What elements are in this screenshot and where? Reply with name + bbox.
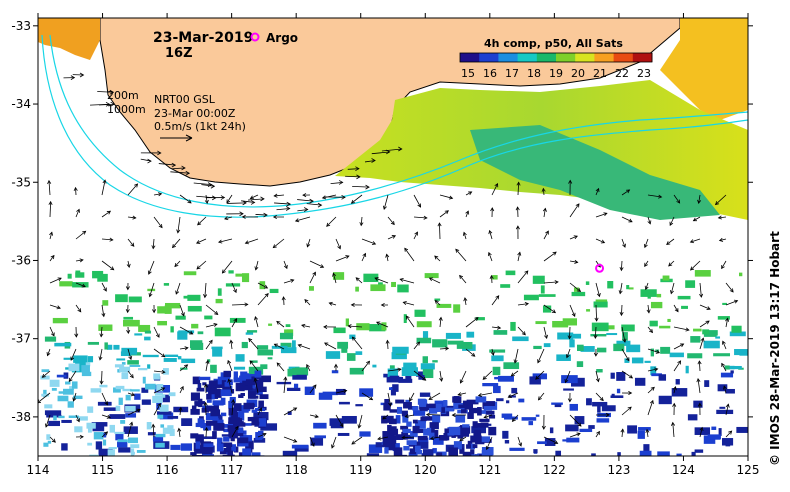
colorbar-swatch: [613, 53, 634, 62]
product-label: NRT00 GSL: [154, 93, 216, 106]
product-date-label: 23-Mar 00:00Z: [154, 107, 236, 120]
credit-text: © IMOS 28-Mar-2019 13:17 Hobart: [768, 231, 782, 466]
colorbar-tick-label: 22: [615, 67, 629, 80]
isobath-1000m-label: 1000m: [107, 103, 146, 116]
colorbar-swatch: [632, 53, 653, 62]
sst-leeuwin-west: [38, 18, 100, 60]
argo-float-marker: [595, 263, 605, 273]
isobath-200m-label: 200m: [107, 89, 139, 102]
colorbar-tick-label: 20: [571, 67, 585, 80]
time-label: 16Z: [165, 46, 193, 61]
scale-arrow: [160, 134, 193, 142]
y-tick-label: -36: [11, 253, 31, 267]
x-tick-label: 119: [349, 463, 372, 477]
x-tick-label: 121: [478, 463, 501, 477]
argo-legend-label: Argo: [266, 31, 298, 45]
colorbar-tick-label: 15: [461, 67, 475, 80]
x-tick-label: 114: [27, 463, 50, 477]
colorbar-title: 4h comp, p50, All Sats: [484, 37, 623, 50]
sst-east-warm: [660, 18, 748, 120]
y-axis: -33 -34 -35 -36 -37 -38: [11, 19, 753, 424]
x-tick-label: 120: [414, 463, 437, 477]
colorbar-tick-label: 19: [549, 67, 563, 80]
argo-legend-icon: [250, 32, 260, 42]
x-tick-label: 122: [543, 463, 566, 477]
y-tick-label: -38: [11, 410, 31, 424]
colorbar-tick-label: 18: [527, 67, 541, 80]
colorbar-tick-label: 21: [593, 67, 607, 80]
colorbar-swatch: [575, 53, 595, 62]
colorbar-tick-label: 23: [637, 67, 651, 80]
date-label: 23-Mar-2019: [153, 30, 253, 46]
x-tick-label: 118: [285, 463, 308, 477]
scale-label: 0.5m/s (1kt 24h): [154, 120, 246, 133]
colorbar: 15 16 17 18 19 20 21 22 23: [459, 52, 653, 80]
y-tick-label: -33: [11, 19, 31, 33]
sst-patches: [40, 270, 748, 456]
x-tick-label: 125: [737, 463, 760, 477]
x-tick-label: 117: [220, 463, 243, 477]
colorbar-swatch: [556, 53, 576, 62]
x-tick-label: 115: [91, 463, 114, 477]
y-tick-label: -35: [11, 175, 31, 189]
colorbar-swatch: [460, 53, 480, 62]
colorbar-swatch: [536, 53, 557, 62]
y-tick-label: -37: [11, 332, 31, 346]
colorbar-swatch: [594, 53, 615, 62]
plot-frame: [37, 17, 749, 457]
x-tick-label: 116: [156, 463, 179, 477]
x-tick-label: 123: [607, 463, 630, 477]
colorbar-tick-label: 16: [483, 67, 497, 80]
current-vectors: [38, 72, 739, 451]
x-tick-label: 124: [672, 463, 695, 477]
colorbar-swatch: [517, 53, 538, 62]
isobath-200m-line: [49, 34, 748, 208]
colorbar-swatch: [479, 53, 499, 62]
colorbar-tick-label: 17: [505, 67, 519, 80]
y-tick-label: -34: [11, 97, 31, 111]
x-axis: 114 115 116 117 118 119 120 121 122 123 124 125: [27, 13, 760, 477]
colorbar-swatch: [498, 53, 519, 62]
isobath-1000m-line: [41, 34, 748, 218]
